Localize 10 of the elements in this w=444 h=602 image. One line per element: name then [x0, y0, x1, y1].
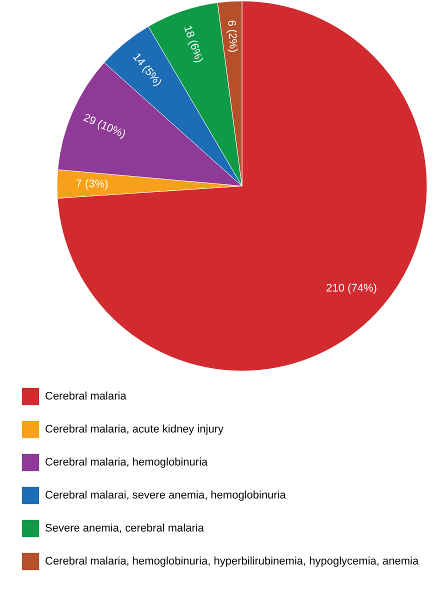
legend-label: Cerebral malaria, hemoglobinuria, hyperbilirubinemia, hypoglycemia, anemia	[45, 556, 420, 568]
data-label: 7 (3%)	[76, 178, 108, 191]
legend-label: Cerebral malaria, acute kidney injury	[45, 424, 224, 436]
data-label: 6 (2%)	[224, 20, 240, 53]
legend-label: Cerebral malaria	[45, 390, 128, 402]
data-label: 18 (6%)	[181, 24, 206, 64]
legend-label: Cerebral malarai, severe anemia, hemoglobinuria	[45, 490, 287, 502]
legend-label: Cerebral malaria, hemoglobinuria	[45, 456, 209, 468]
legend-label: Severe anemia, cerebral malaria	[45, 522, 205, 534]
data-label: 210 (74%)	[326, 282, 377, 294]
